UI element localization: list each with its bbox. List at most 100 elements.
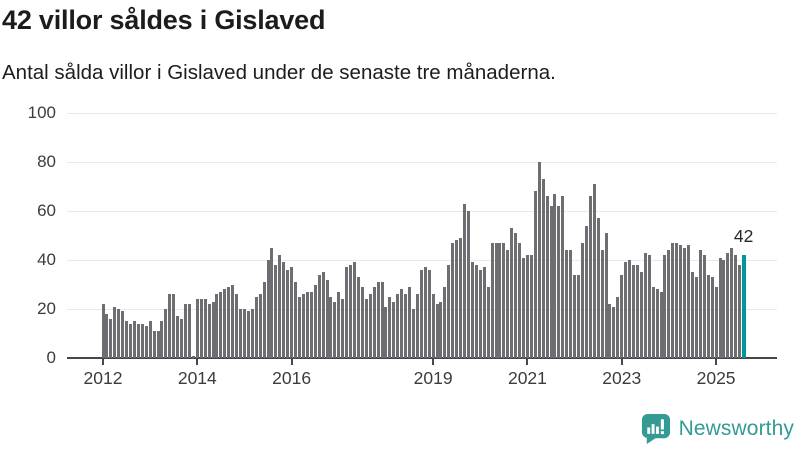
bar [368, 294, 372, 358]
x-tick-label: 2023 [602, 368, 642, 388]
bar [408, 286, 412, 358]
y-tick-label: 60 [37, 201, 56, 220]
bar [455, 240, 459, 358]
bar [235, 294, 239, 358]
x-tick [196, 359, 199, 365]
bar [490, 242, 494, 358]
bar [624, 262, 628, 358]
bar [596, 218, 600, 358]
bar [451, 242, 455, 358]
bar-chart-speech-bubble-icon [641, 413, 670, 444]
bar [667, 250, 671, 358]
bar [140, 323, 144, 358]
bar [313, 284, 317, 358]
bar [628, 260, 632, 358]
bar [364, 299, 368, 358]
bar [691, 272, 694, 358]
bar [219, 291, 223, 358]
bar [655, 289, 659, 358]
bar [301, 294, 305, 358]
bar [459, 237, 463, 358]
plot-area [67, 112, 777, 359]
bar [604, 233, 608, 358]
bar [632, 264, 636, 358]
bar [231, 284, 235, 358]
bar [392, 301, 396, 358]
bar [356, 277, 360, 358]
bar [478, 269, 482, 358]
bar [400, 289, 404, 358]
x-tick [715, 359, 718, 365]
bar [561, 196, 565, 358]
bar [663, 255, 667, 358]
x-tick-label: 2021 [507, 368, 547, 388]
y-tick-label: 0 [46, 348, 56, 367]
bar [518, 242, 522, 358]
bar [730, 247, 734, 358]
page-subtitle: Antal sålda villor i Gislaved under de s… [2, 61, 556, 84]
bar [168, 294, 172, 358]
bar [184, 304, 188, 358]
bar [569, 250, 573, 358]
bar [522, 257, 525, 358]
bar [148, 321, 152, 358]
bar [443, 286, 447, 358]
bar [466, 211, 470, 358]
x-axis-line [67, 357, 777, 359]
bar [683, 247, 687, 358]
bar [612, 306, 616, 358]
gridline [67, 259, 777, 261]
bar [537, 162, 541, 358]
bar [254, 296, 258, 358]
bar [258, 294, 262, 358]
bar [486, 286, 490, 358]
bar [494, 242, 498, 358]
x-tick-label: 2014 [177, 368, 217, 388]
newsworthy-logo[interactable]: Newsworthy [640, 413, 794, 444]
bar [573, 274, 577, 358]
bar [714, 286, 718, 358]
bar [172, 294, 176, 358]
bar [502, 242, 506, 358]
bar [447, 264, 451, 358]
y-tick-label: 80 [37, 152, 56, 171]
bar [423, 267, 427, 358]
highlight-bar [741, 255, 746, 358]
bar [482, 267, 486, 358]
bar [203, 299, 207, 358]
y-tick-label: 20 [37, 299, 56, 318]
bar [498, 242, 502, 358]
bar [470, 262, 474, 358]
bar [199, 299, 203, 358]
bar [353, 262, 357, 358]
bar [671, 242, 675, 358]
bar [109, 318, 113, 358]
x-tick [432, 359, 435, 365]
bar [431, 294, 435, 358]
bar [266, 260, 270, 358]
bar [329, 296, 333, 358]
bar [726, 252, 730, 358]
bar [121, 311, 125, 358]
x-tick [526, 359, 529, 365]
bar [176, 316, 180, 358]
bar [345, 267, 349, 358]
bar [411, 309, 415, 358]
bar [187, 304, 191, 358]
bar [734, 255, 738, 358]
bar [286, 269, 290, 358]
gridline [67, 112, 777, 114]
bar [702, 255, 706, 358]
bar [557, 206, 561, 358]
bar [439, 301, 443, 358]
bar [651, 286, 655, 358]
bar [144, 326, 148, 358]
page-title: 42 villor såldes i Gislaved [2, 5, 326, 35]
bar [463, 203, 467, 358]
bar [706, 274, 710, 358]
x-axis: 2012 2014 2016 2019 2021 2023 2025 [67, 358, 777, 398]
bar [584, 225, 588, 358]
bar [388, 296, 392, 358]
bar [435, 304, 439, 358]
bar [427, 269, 431, 358]
